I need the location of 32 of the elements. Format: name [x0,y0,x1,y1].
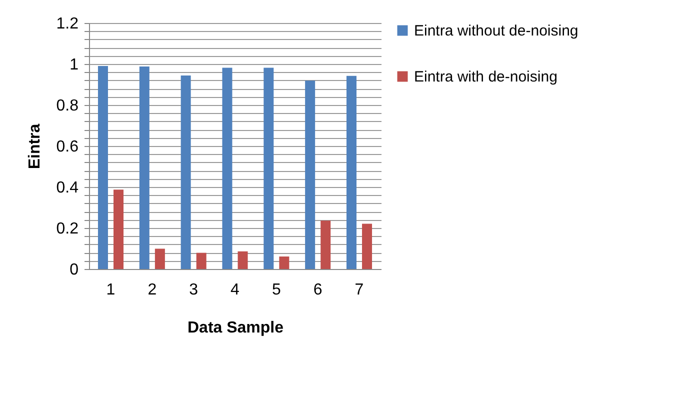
y-axis-title: Eintra [26,124,44,170]
bar [238,251,248,269]
bar [264,68,274,269]
x-tick-label: 5 [272,282,281,298]
bar [222,68,232,269]
x-tick-label: 6 [313,282,322,298]
legend-label: Eintra with de-noising [414,68,558,86]
y-tick-label: 0 [70,262,79,278]
bar [98,66,108,269]
x-tick-label: 4 [230,282,240,298]
y-tick-label: 0.4 [56,180,79,196]
x-tick-label: 2 [148,282,157,298]
legend-label: Eintra without de-noising [414,22,578,40]
bar [139,66,150,269]
bar [346,76,356,269]
y-tick-label: 0.6 [56,138,79,156]
bar [305,80,316,269]
bar [154,248,165,269]
x-tick-label: 1 [106,282,116,298]
bar [279,256,290,269]
bar [114,190,124,269]
x-tick-label: 3 [189,282,198,298]
x-axis-title: Data Sample [187,320,284,336]
y-tick-label: 1 [70,56,79,74]
bar [362,224,372,269]
y-tick-label: 1.2 [56,16,79,32]
y-tick-label: 0.8 [56,98,79,114]
bar [320,220,331,269]
bar [180,75,191,269]
bar [196,252,206,269]
y-tick-label: 0.2 [56,220,79,238]
x-tick-label: 7 [354,282,364,298]
